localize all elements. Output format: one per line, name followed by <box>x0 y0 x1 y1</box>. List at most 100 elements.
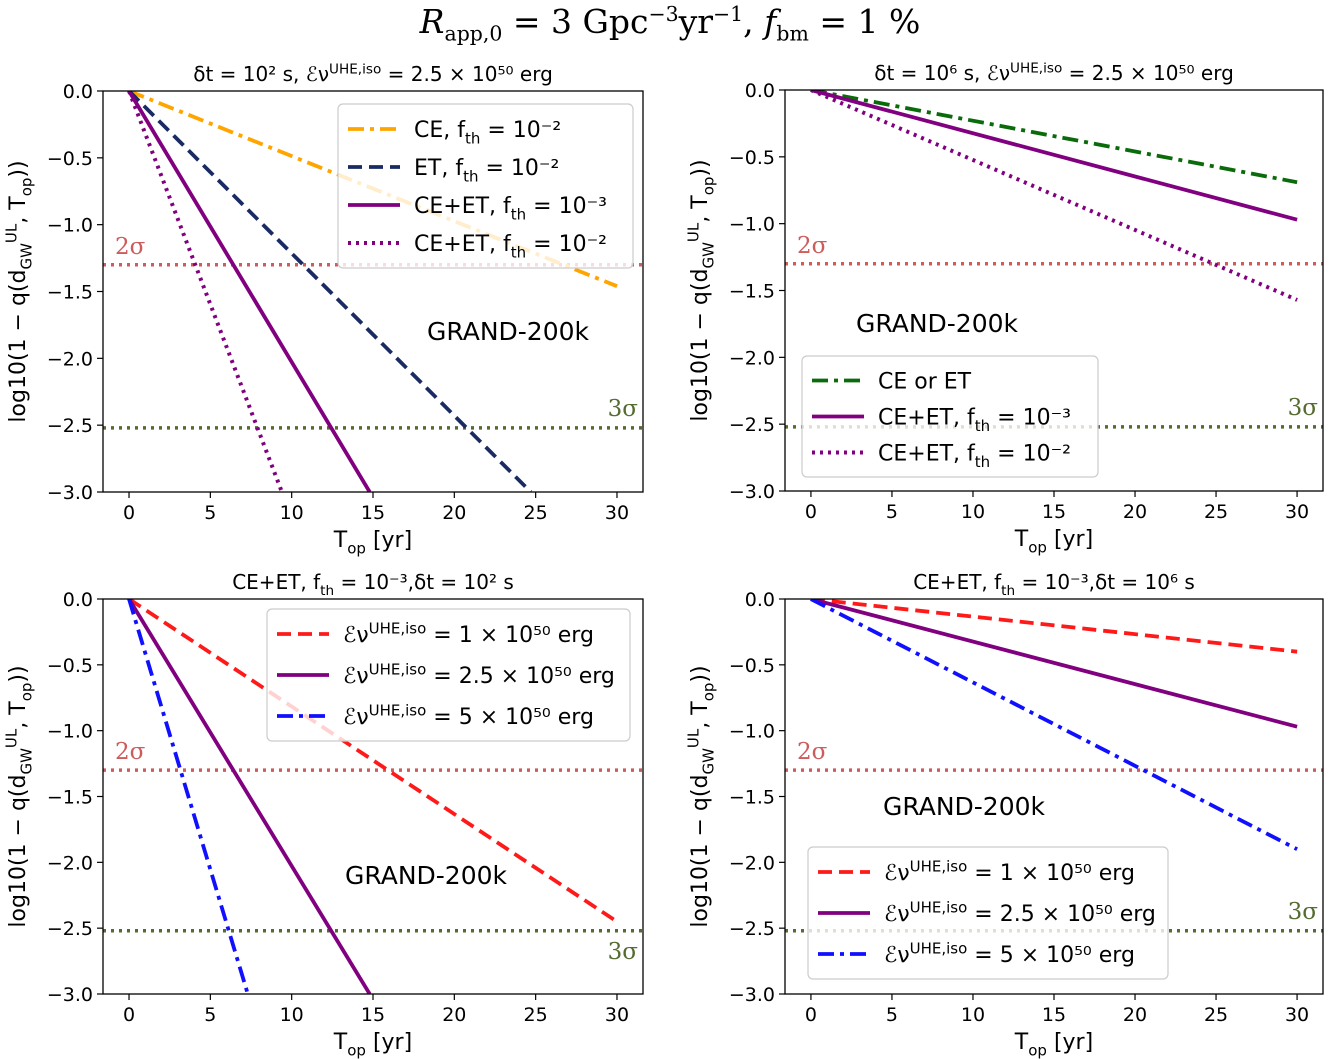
legend-label-1: CE or ET <box>878 370 972 395</box>
legend-label-2: ℰνUHE,iso = 2.5 × 10⁵⁰ erg <box>884 899 1156 927</box>
legend: ℰνUHE,iso = 1 × 10⁵⁰ erg ℰνUHE,iso = 2.5 … <box>266 608 631 742</box>
y-tick-label: −0.5 <box>47 655 93 677</box>
chart-panel-3: CE+ET, fth = 10⁻³,δt = 10² s 0 5 10 15 20 25 30… <box>3 570 644 1059</box>
legend-label-1: ℰνUHE,iso = 1 × 10⁵⁰ erg <box>343 620 594 648</box>
x-tick-label: 25 <box>1204 501 1228 523</box>
legend-label-3: ℰνUHE,iso = 5 × 10⁵⁰ erg <box>343 702 594 730</box>
legend-box <box>807 846 1169 980</box>
axes-frame <box>784 89 1324 492</box>
legend-box <box>266 608 631 742</box>
y-tick-label: −1.5 <box>47 282 93 304</box>
series-line-2 <box>810 599 1298 729</box>
legend-label-2: ℰνUHE,iso = 2.5 × 10⁵⁰ erg <box>343 661 615 689</box>
axes-frame <box>102 90 644 493</box>
x-tick-label: 30 <box>1285 1004 1309 1026</box>
legend: ℰνUHE,iso = 1 × 10⁵⁰ erg ℰνUHE,iso = 2.5 … <box>807 846 1169 980</box>
y-tick-label: −1.0 <box>729 721 775 743</box>
y-axis-label: log10(1 − q(dGWUL, Top)) <box>3 160 36 422</box>
series-line-2 <box>810 90 1298 222</box>
x-tick-label: 5 <box>886 1004 898 1026</box>
x-tick-label: 20 <box>442 1004 466 1026</box>
y-tick-label: −2.5 <box>47 918 93 940</box>
legend: CE, fth = 10⁻² ET, fth = 10⁻² CE+ET, fth =… <box>337 103 634 269</box>
series-group <box>810 599 1298 851</box>
sigma-label: 3σ <box>1288 899 1319 925</box>
sigma-label: 2σ <box>797 233 828 259</box>
y-axis-label: log10(1 − q(dGWUL, Top)) <box>3 665 36 927</box>
legend-label-3: ℰνUHE,iso = 5 × 10⁵⁰ erg <box>884 940 1135 968</box>
chart-panel-4: CE+ET, fth = 10⁻³,δt = 10⁶ s 0 5 10 15 20 25 30… <box>685 570 1324 1059</box>
y-tick-label: −2.0 <box>47 852 93 874</box>
series-line-4 <box>127 91 284 492</box>
x-tick-label: 0 <box>123 502 135 524</box>
legend-box <box>337 103 634 269</box>
y-tick-label: −3.0 <box>729 984 775 1006</box>
sigma-label: 3σ <box>1288 395 1319 421</box>
instrument-annotation: GRAND-200k <box>856 309 1019 338</box>
x-tick-label: 20 <box>442 502 466 524</box>
x-axis-label: Top [yr] <box>1014 527 1093 557</box>
x-tick-label: 15 <box>361 502 385 524</box>
instrument-annotation: GRAND-200k <box>427 317 590 346</box>
legend-label-3: CE+ET, fth = 10⁻³ <box>414 194 607 224</box>
x-tick-label: 20 <box>1123 501 1147 523</box>
chart-panel-1: δt = 10² s, ℰνUHE,iso = 2.5 × 10⁵⁰ erg 0 5… <box>3 61 644 558</box>
x-tick-label: 10 <box>961 1004 985 1026</box>
sigma-label: 3σ <box>608 396 639 422</box>
sigma-label: 2σ <box>797 739 828 765</box>
series-line-3 <box>127 599 250 994</box>
y-tick-label: −1.5 <box>729 281 775 303</box>
series-line-1 <box>127 599 619 924</box>
x-tick-label: 5 <box>204 1004 216 1026</box>
sigma-label: 2σ <box>115 739 146 765</box>
y-axis-label: log10(1 − q(dGWUL, Top)) <box>685 665 718 927</box>
y-tick-label: −0.5 <box>729 655 775 677</box>
x-tick-label: 5 <box>886 501 898 523</box>
panel-title: CE+ET, fth = 10⁻³,δt = 10⁶ s <box>913 570 1195 599</box>
legend-label-2: CE+ET, fth = 10⁻³ <box>878 406 1071 436</box>
instrument-annotation: GRAND-200k <box>883 792 1046 821</box>
series-line-2 <box>127 91 533 492</box>
x-axis-label: Top [yr] <box>1014 1030 1093 1059</box>
series-group <box>127 599 619 994</box>
y-tick-label: −2.0 <box>729 852 775 874</box>
y-axis-label: log10(1 − q(dGWUL, Top)) <box>685 159 718 421</box>
y-tick-label: −1.0 <box>729 214 775 236</box>
axes-frame <box>102 598 644 995</box>
y-tick-label: 0.0 <box>745 80 775 102</box>
legend-label-2: ET, fth = 10⁻² <box>414 156 559 186</box>
y-tick-label: −2.5 <box>729 414 775 436</box>
y-tick-label: −1.5 <box>47 787 93 809</box>
legend-box <box>801 355 1099 478</box>
y-tick-label: −0.5 <box>729 147 775 169</box>
legend-label-1: ℰνUHE,iso = 1 × 10⁵⁰ erg <box>884 858 1135 886</box>
x-axis-label: Top [yr] <box>333 528 412 558</box>
x-tick-label: 0 <box>805 1004 817 1026</box>
x-tick-label: 30 <box>605 1004 629 1026</box>
x-tick-label: 10 <box>280 502 304 524</box>
series-group <box>810 90 1298 302</box>
x-tick-label: 15 <box>361 1004 385 1026</box>
series-line-2 <box>127 599 372 994</box>
instrument-annotation: GRAND-200k <box>345 861 508 890</box>
x-tick-label: 10 <box>280 1004 304 1026</box>
x-tick-label: 25 <box>1204 1004 1228 1026</box>
panel-title: CE+ET, fth = 10⁻³,δt = 10² s <box>232 570 514 599</box>
y-tick-label: 0.0 <box>745 589 775 611</box>
legend: CE or ET CE+ET, fth = 10⁻³ CE+ET, fth = 10… <box>801 355 1099 478</box>
x-tick-label: 0 <box>123 1004 135 1026</box>
series-line-3 <box>810 599 1298 851</box>
y-tick-label: −0.5 <box>47 148 93 170</box>
sigma-label: 2σ <box>115 234 146 260</box>
x-axis-label: Top [yr] <box>333 1030 412 1059</box>
series-line-3 <box>127 91 372 492</box>
series-line-1 <box>810 599 1298 654</box>
x-tick-label: 30 <box>1285 501 1309 523</box>
sigma-label: 3σ <box>608 939 639 965</box>
panel-title: δt = 10⁶ s, ℰνUHE,iso = 2.5 × 10⁵⁰ erg <box>874 60 1234 85</box>
x-tick-label: 0 <box>805 501 817 523</box>
y-tick-label: −1.5 <box>729 787 775 809</box>
x-tick-label: 5 <box>204 502 216 524</box>
x-tick-label: 30 <box>605 502 629 524</box>
